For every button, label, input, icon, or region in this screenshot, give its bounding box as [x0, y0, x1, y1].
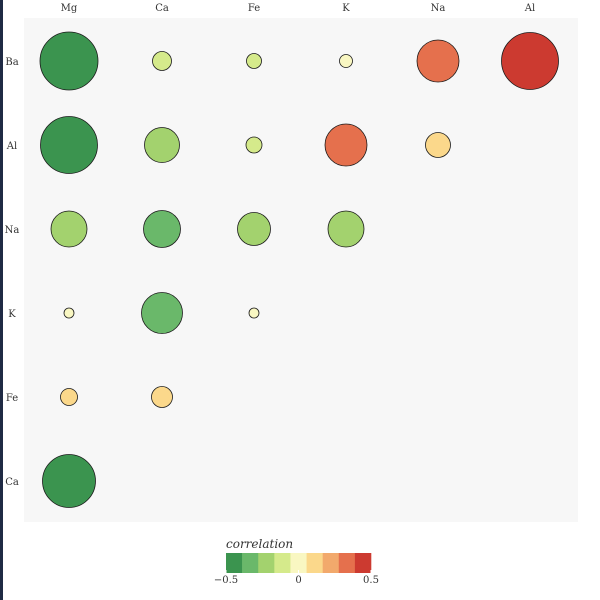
cell-al-fe: [245, 136, 263, 154]
cell-al-k: [324, 123, 368, 167]
legend-swatch-1: [226, 553, 243, 573]
cell-na-ca: [143, 210, 181, 248]
row-label-fe: Fe: [6, 393, 18, 404]
column-label-ca: Ca: [155, 3, 169, 14]
row-label-k: K: [8, 309, 16, 320]
row-label-ca: Ca: [5, 477, 19, 488]
cell-al-mg: [40, 116, 98, 174]
column-label-mg: Mg: [61, 3, 78, 14]
cell-ba-na: [416, 39, 460, 83]
legend-swatch-8: [338, 553, 356, 573]
cell-k-mg: [63, 307, 75, 319]
legend-swatch-3: [258, 553, 275, 573]
cell-ba-mg: [39, 31, 99, 91]
cell-fe-mg: [60, 388, 78, 406]
row-label-na: Na: [5, 225, 20, 236]
legend-swatch-7: [322, 553, 340, 573]
left-edge-rule: [0, 0, 3, 600]
legend-swatch-5: [290, 553, 307, 573]
cell-k-ca: [141, 292, 183, 334]
legend-tick-label: 0: [295, 575, 301, 586]
column-label-k: K: [342, 3, 350, 14]
legend-title: correlation: [226, 537, 293, 551]
cell-na-fe: [237, 212, 271, 246]
cell-ca-mg: [42, 454, 96, 508]
cell-al-na: [425, 132, 451, 158]
cell-ba-ca: [152, 51, 172, 71]
row-labels: Ba Al Na K Fe Ca: [5, 57, 20, 488]
legend-tick-label: 0.5: [363, 575, 379, 586]
plot-background: [24, 18, 578, 522]
column-label-fe: Fe: [248, 3, 260, 14]
legend-swatch-2: [242, 553, 259, 573]
cell-al-ca: [144, 127, 180, 163]
row-label-ba: Ba: [5, 57, 18, 68]
correlation-circles: [39, 31, 559, 508]
cell-ba-k: [339, 54, 353, 68]
legend-tick-label: −0.5: [214, 575, 238, 586]
column-label-na: Na: [431, 3, 446, 14]
column-label-al: Al: [524, 3, 535, 14]
correlation-legend: correlation −0.5 0 0.5: [214, 537, 379, 586]
cell-ba-al: [501, 32, 559, 90]
cell-ba-fe: [246, 53, 262, 69]
cell-fe-ca: [151, 386, 173, 408]
legend-swatch-6: [306, 553, 323, 573]
cell-na-k: [327, 210, 365, 248]
row-label-al: Al: [6, 141, 17, 152]
column-labels: Mg Ca Fe K Na Al: [61, 3, 536, 14]
legend-swatch-9: [354, 553, 372, 573]
legend-swatch-4: [274, 553, 291, 573]
cell-na-mg: [50, 210, 88, 248]
cell-k-fe: [248, 307, 260, 319]
